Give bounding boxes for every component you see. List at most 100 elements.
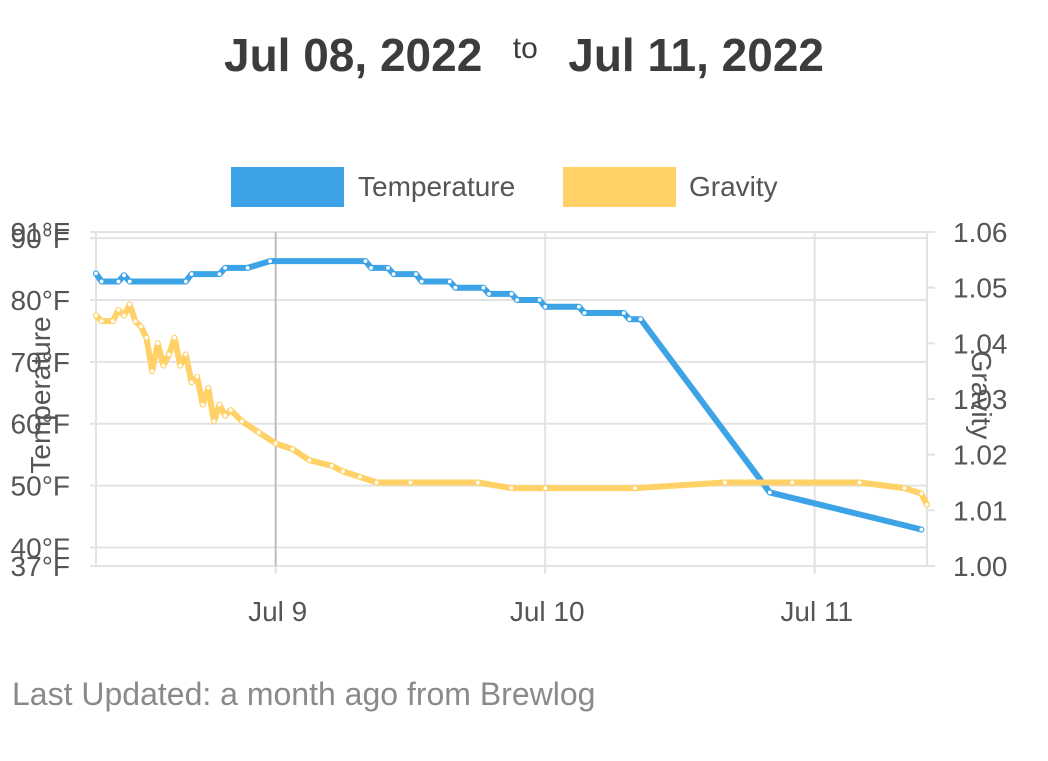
temperature-point [766, 489, 773, 496]
gravity-point [289, 446, 296, 453]
gravity-point [227, 407, 234, 414]
temperature-legend-swatch[interactable] [231, 167, 344, 207]
temperature-point [222, 265, 229, 271]
y-right-tick-label: 1.00 [953, 551, 1008, 582]
temperature-point [452, 284, 459, 291]
temperature-point [115, 278, 122, 285]
temperature-point [121, 272, 127, 279]
gravity-point [255, 429, 262, 436]
range-separator: to [512, 32, 538, 65]
temperature-series [93, 258, 925, 533]
x-tick-label: Jul 9 [248, 596, 307, 627]
temperature-point [418, 278, 425, 285]
y-left-tick-label: 60°F [11, 409, 70, 440]
temperature-point [486, 291, 492, 297]
gravity-point [239, 418, 245, 425]
y-right-tick-label: 1.04 [953, 328, 1008, 359]
gravity-series [93, 301, 930, 508]
last-updated-text: Last Updated: a month ago from Brewlog [12, 676, 596, 712]
gravity-point [115, 307, 122, 313]
temperature-point [93, 270, 99, 277]
gravity-point [216, 401, 223, 408]
temperature-point [244, 265, 251, 271]
gravity-point [357, 474, 363, 480]
temperature-point [182, 278, 189, 285]
temperature-point [536, 297, 543, 303]
gravity-point [160, 362, 167, 369]
temperature-point [918, 526, 925, 533]
gravity-point [109, 318, 116, 325]
gravity-point [918, 490, 925, 497]
gravity-point [373, 479, 380, 486]
gravity-point [143, 334, 150, 341]
temperature-point [368, 265, 375, 271]
y-right-tick-label: 1.02 [953, 440, 1008, 471]
x-tick-label: Jul 10 [510, 596, 585, 627]
date-range-header: Jul 08, 2022 to Jul 11, 2022 [0, 28, 1048, 82]
gravity-point [211, 418, 217, 425]
temperature-point [446, 278, 453, 285]
gravity-point [154, 340, 161, 347]
gravity-point [722, 479, 728, 486]
gravity-point [272, 440, 279, 447]
gravity-point [132, 318, 139, 325]
temperature-point [188, 271, 195, 278]
gravity-point [171, 334, 178, 341]
temperature-point [542, 303, 549, 310]
gravity-point [149, 368, 156, 375]
temperature-point [626, 316, 633, 323]
gravity-point [177, 362, 184, 369]
temperature-point [480, 284, 487, 291]
temperature-point [385, 265, 391, 271]
gravity-point [340, 468, 347, 475]
y-left-tick-label: 70°F [11, 347, 70, 378]
temperature-point [581, 310, 588, 316]
y-right-tick-label: 1.01 [953, 495, 1008, 526]
end-date[interactable]: Jul 11, 2022 [568, 29, 824, 81]
gravity-point [182, 351, 189, 358]
temperature-point [508, 291, 515, 297]
x-tick-label: Jul 11 [780, 596, 853, 627]
gravity-point [474, 479, 481, 486]
gravity-legend-swatch[interactable] [563, 167, 676, 207]
gravity-point [93, 312, 99, 319]
gravity-point [508, 485, 515, 492]
y-left-tick-label: 91°F [11, 217, 70, 248]
temperature-point [216, 271, 223, 278]
temperature-point [267, 258, 274, 265]
gravity-point [632, 485, 638, 492]
gravity-point [205, 385, 212, 391]
temperature-point [576, 303, 582, 310]
gravity-point [138, 323, 144, 330]
temperature-point [620, 310, 627, 316]
y-left-tick-label: 40°F [11, 532, 70, 563]
plot-frame [95, 231, 928, 567]
start-date[interactable]: Jul 08, 2022 [223, 29, 483, 81]
gravity-point [789, 479, 796, 486]
temperature-gravity-chart: 91°F90°F 80°F 70°F 60°F 50°F 40°F37°F 1.06 1.05… [11, 167, 1008, 627]
gravity-point [98, 318, 105, 325]
gravity-point [306, 457, 313, 464]
legend: Temperature Gravity [231, 167, 778, 207]
y-right-tick-label: 1.06 [953, 217, 1008, 248]
y-left-tick-label: 80°F [11, 285, 70, 316]
gravity-point [222, 412, 229, 419]
y-right-tick-label: 1.03 [953, 384, 1008, 415]
temperature-point [362, 258, 369, 265]
gravity-point [328, 462, 335, 469]
y-right-axis-title: Gravity [966, 351, 997, 440]
gravity-point [901, 485, 908, 492]
temperature-point [637, 316, 644, 323]
gravity-point [126, 301, 133, 308]
y-left-axis-title: Temperature [25, 316, 56, 473]
gravity-point [407, 479, 414, 486]
temperature-point [98, 278, 105, 285]
temperature-point [413, 271, 419, 278]
gravity-point [856, 479, 863, 486]
y-left-tick-label: 37°F [11, 551, 70, 582]
gravity-point [194, 373, 201, 380]
temperature-point [126, 278, 133, 285]
y-right-tick-label: 1.05 [953, 273, 1008, 304]
gravity-point [188, 379, 195, 386]
gravity-point [166, 351, 172, 358]
